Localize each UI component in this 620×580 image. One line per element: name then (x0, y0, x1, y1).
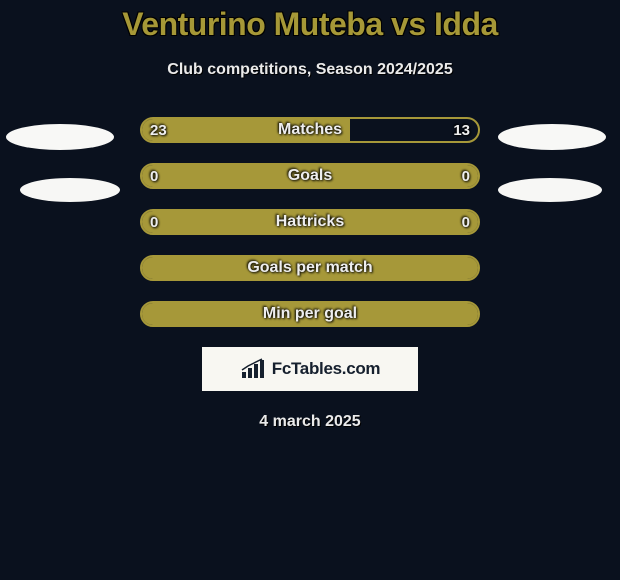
stat-left-value: 23 (150, 117, 167, 143)
stat-row: Goals00 (140, 163, 480, 189)
stat-bar-left-fill (142, 257, 478, 279)
stat-row: Goals per match (140, 255, 480, 281)
stat-bar (140, 117, 480, 143)
stat-right-value: 0 (462, 163, 470, 189)
stat-row: Min per goal (140, 301, 480, 327)
subtitle: Club competitions, Season 2024/2025 (0, 61, 620, 79)
stat-row: Hattricks00 (140, 209, 480, 235)
stat-right-value: 0 (462, 209, 470, 235)
bars-icon (240, 358, 266, 380)
stat-left-value: 0 (150, 163, 158, 189)
stat-left-value: 0 (150, 209, 158, 235)
stat-bar-left-fill (142, 211, 478, 233)
stat-bar (140, 255, 480, 281)
stat-bar (140, 163, 480, 189)
stat-row: Matches2313 (140, 117, 480, 143)
stat-right-value: 13 (453, 117, 470, 143)
player-ellipse (498, 124, 606, 150)
player-ellipse (498, 178, 602, 202)
logo-box: FcTables.com (202, 347, 418, 391)
stat-bar (140, 209, 480, 235)
player-ellipse (6, 124, 114, 150)
player-ellipse (20, 178, 120, 202)
page-title: Venturino Muteba vs Idda (0, 0, 620, 43)
stat-bar (140, 301, 480, 327)
stat-bar-left-fill (142, 119, 350, 141)
logo-text: FcTables.com (272, 359, 381, 379)
stat-bar-left-fill (142, 303, 478, 325)
stat-bar-left-fill (142, 165, 478, 187)
date-text: 4 march 2025 (0, 413, 620, 431)
